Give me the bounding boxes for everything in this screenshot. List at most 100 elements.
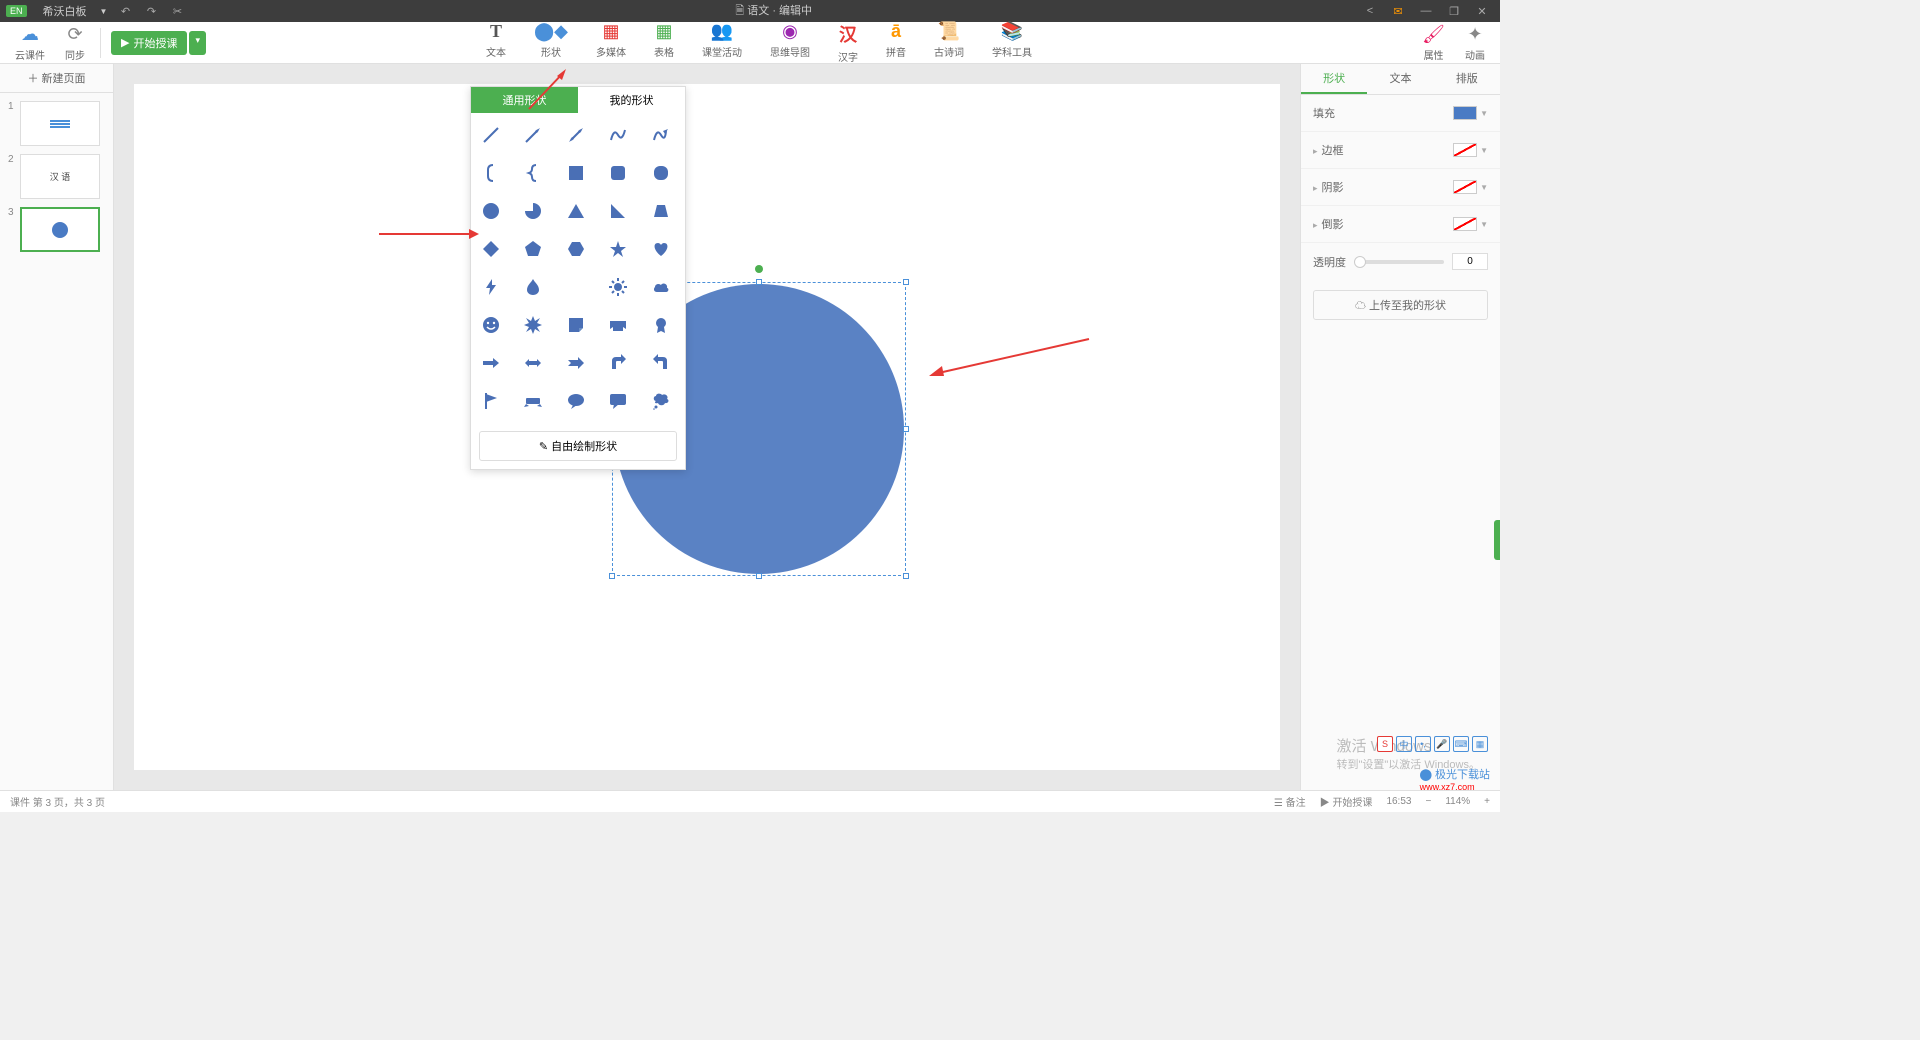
app-dropdown-icon[interactable]: ▼ — [100, 7, 108, 16]
shape-pentagon[interactable] — [521, 237, 545, 261]
shape-right-triangle[interactable] — [606, 199, 630, 223]
shape-ribbon[interactable] — [521, 389, 545, 413]
shape-pie[interactable] — [521, 199, 545, 223]
shape-burst[interactable] — [521, 313, 545, 337]
shape-heart[interactable] — [649, 237, 673, 261]
shape-tool[interactable]: ⬤◆形状 — [534, 21, 568, 64]
resize-handle[interactable] — [756, 279, 762, 285]
zoom-out[interactable]: − — [1425, 796, 1431, 807]
shape-fire[interactable] — [521, 275, 545, 299]
fill-row[interactable]: 填充 ▼ — [1301, 95, 1500, 132]
shape-circle[interactable] — [479, 199, 503, 223]
slide-thumb-3[interactable]: 3 — [8, 207, 105, 252]
props-button[interactable]: 🖌属性 — [1422, 24, 1445, 62]
shape-award[interactable] — [649, 313, 673, 337]
slide-thumb-1[interactable]: 1 — [8, 101, 105, 146]
shape-hexagon[interactable] — [564, 237, 588, 261]
shape-banner[interactable] — [606, 313, 630, 337]
start-lesson-button[interactable]: ▶ 开始授课 — [111, 31, 187, 55]
note-button[interactable]: ☰ 备注 — [1274, 794, 1306, 809]
subject-tool[interactable]: 📚学科工具 — [992, 21, 1032, 64]
rotate-handle[interactable] — [755, 265, 763, 273]
poem-tool[interactable]: 📜古诗词 — [934, 21, 964, 64]
share-icon[interactable]: < — [1362, 5, 1378, 18]
ime-grid[interactable]: ▦ — [1472, 736, 1488, 752]
reflection-row[interactable]: ▸倒影 ▼ — [1301, 206, 1500, 243]
fill-swatch[interactable] — [1453, 106, 1477, 120]
close-icon[interactable]: ✕ — [1474, 5, 1490, 18]
ime-keyboard[interactable]: ⌨ — [1453, 736, 1469, 752]
table-tool[interactable]: ▦表格 — [654, 21, 674, 64]
new-page-button[interactable]: ＋ 新建页面 — [0, 64, 113, 93]
shape-double-arrow[interactable] — [564, 123, 588, 147]
resize-handle[interactable] — [903, 279, 909, 285]
resize-handle[interactable] — [903, 426, 909, 432]
mindmap-tool[interactable]: ◉思维导图 — [770, 21, 810, 64]
opacity-slider[interactable] — [1354, 260, 1444, 264]
panel-tab-text[interactable]: 文本 — [1367, 64, 1433, 94]
shape-arrow-notch[interactable] — [564, 351, 588, 375]
pinyin-tool[interactable]: ā拼音 — [886, 21, 906, 64]
cloud-button[interactable]: ☁ 云课件 — [15, 24, 45, 62]
opacity-input[interactable] — [1452, 253, 1488, 270]
edge-handle[interactable] — [1494, 520, 1500, 560]
shape-arrow-both[interactable] — [521, 351, 545, 375]
panel-tab-shape[interactable]: 形状 — [1301, 64, 1367, 94]
text-tool[interactable]: T文本 — [486, 21, 506, 64]
upload-shape-button[interactable]: ☁ 上传至我的形状 — [1313, 290, 1488, 320]
border-row[interactable]: ▸边框 ▼ — [1301, 132, 1500, 169]
shape-arrow-line[interactable] — [521, 123, 545, 147]
resize-handle[interactable] — [756, 573, 762, 579]
shape-speech-rect[interactable] — [606, 389, 630, 413]
hanzi-tool[interactable]: 汉汉字 — [838, 21, 858, 64]
status-start-button[interactable]: ▶ 开始授课 — [1320, 794, 1373, 809]
shape-triangle[interactable] — [564, 199, 588, 223]
shape-tab-mine[interactable]: 我的形状 — [578, 87, 685, 113]
ime-icon[interactable]: S — [1377, 736, 1393, 752]
shape-flag[interactable] — [479, 389, 503, 413]
ime-mic[interactable]: 🎤 — [1434, 736, 1450, 752]
anim-button[interactable]: ✦动画 — [1465, 24, 1485, 62]
shape-curve-arrow[interactable] — [649, 123, 673, 147]
maximize-icon[interactable]: ❐ — [1446, 5, 1462, 18]
shape-square[interactable] — [564, 161, 588, 185]
shape-brace[interactable] — [521, 161, 545, 185]
reflection-swatch[interactable] — [1453, 217, 1477, 231]
shape-arrow-right[interactable] — [479, 351, 503, 375]
cut-icon[interactable]: ✂ — [169, 5, 185, 18]
shadow-swatch[interactable] — [1453, 180, 1477, 194]
shape-sun[interactable] — [606, 275, 630, 299]
shape-rounded-square[interactable] — [606, 161, 630, 185]
shape-smiley[interactable] — [479, 313, 503, 337]
resize-handle[interactable] — [609, 573, 615, 579]
shape-arrow-turn-left[interactable] — [649, 351, 673, 375]
shape-cloud[interactable] — [649, 275, 673, 299]
media-tool[interactable]: ▦多媒体 — [596, 21, 626, 64]
mail-icon[interactable]: ✉ — [1390, 5, 1406, 18]
resize-handle[interactable] — [903, 573, 909, 579]
border-swatch[interactable] — [1453, 143, 1477, 157]
zoom-in[interactable]: + — [1484, 796, 1490, 807]
shape-lightning[interactable] — [479, 275, 503, 299]
shape-bracket[interactable] — [479, 161, 503, 185]
free-draw-button[interactable]: ✎ 自由绘制形状 — [479, 431, 677, 461]
shape-note[interactable] — [564, 313, 588, 337]
undo-icon[interactable]: ↶ — [117, 5, 133, 18]
canvas[interactable]: 通用形状 我的形状 — [134, 84, 1280, 770]
ime-lang[interactable]: 中 — [1396, 736, 1412, 752]
shadow-row[interactable]: ▸阴影 ▼ — [1301, 169, 1500, 206]
minimize-icon[interactable]: — — [1418, 5, 1434, 18]
shape-line[interactable] — [479, 123, 503, 147]
panel-tab-layout[interactable]: 排版 — [1434, 64, 1500, 94]
ime-punct[interactable]: •, — [1415, 736, 1431, 752]
start-dropdown[interactable]: ▾ — [189, 31, 206, 55]
shape-star[interactable] — [606, 237, 630, 261]
shape-speech-oval[interactable] — [564, 389, 588, 413]
shape-curve[interactable] — [606, 123, 630, 147]
shape-thought[interactable] — [649, 389, 673, 413]
shape-moon[interactable] — [564, 275, 588, 299]
slide-thumb-2[interactable]: 2 汉 语 — [8, 154, 105, 199]
shape-trapezoid[interactable] — [649, 199, 673, 223]
sync-button[interactable]: ⟳ 同步 — [65, 24, 85, 62]
activity-tool[interactable]: 👥课堂活动 — [702, 21, 742, 64]
